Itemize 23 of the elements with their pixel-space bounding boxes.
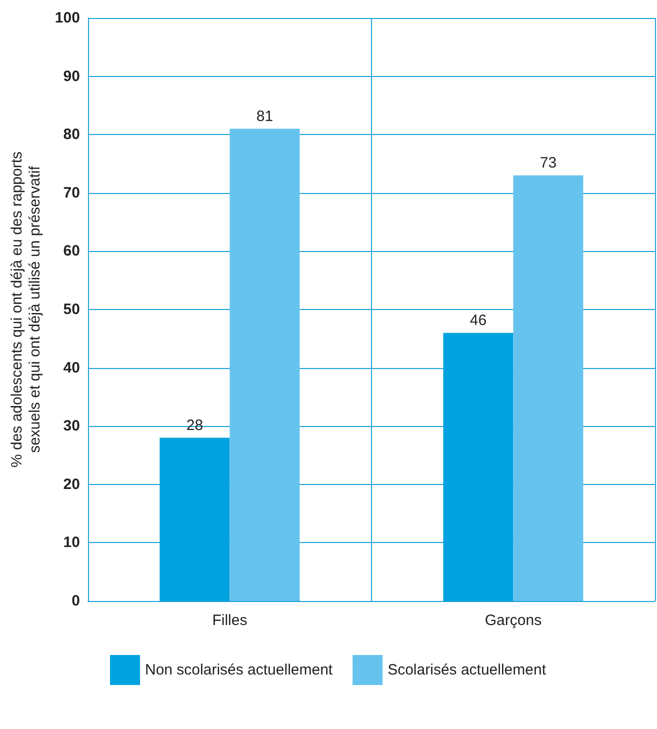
bar (443, 332, 514, 601)
bar (513, 175, 584, 601)
x-tick-label: Filles (212, 612, 248, 629)
y-tick-label: 100 (54, 10, 80, 26)
legend-label: Scolarisés actuellement (388, 662, 547, 678)
bar (160, 438, 230, 601)
y-tick-label: 70 (63, 184, 80, 202)
y-tick-label: 50 (63, 301, 80, 318)
y-axis-title: % des adolescents qui ont déjà eu des rapports sexuels et qui ont déjà utilisé un préservatif (8, 151, 44, 468)
y-tick-label: 20 (63, 476, 80, 493)
data-label: 73 (540, 154, 557, 172)
y-tick-label: 90 (63, 68, 80, 85)
data-label: 81 (256, 108, 274, 125)
legend-label: Non scolarisés actuellement (145, 662, 334, 678)
bar (230, 128, 300, 601)
data-label: 46 (470, 312, 487, 329)
x-tick-label: Garçons (484, 612, 542, 629)
y-tick-label: 10 (63, 534, 80, 552)
y-tick-label: 60 (63, 242, 80, 260)
y-tick-label: 40 (63, 359, 80, 376)
y-tick-label: 0 (72, 592, 80, 610)
y-tick-label: 30 (63, 418, 80, 435)
y-tick-label: 80 (63, 126, 80, 144)
